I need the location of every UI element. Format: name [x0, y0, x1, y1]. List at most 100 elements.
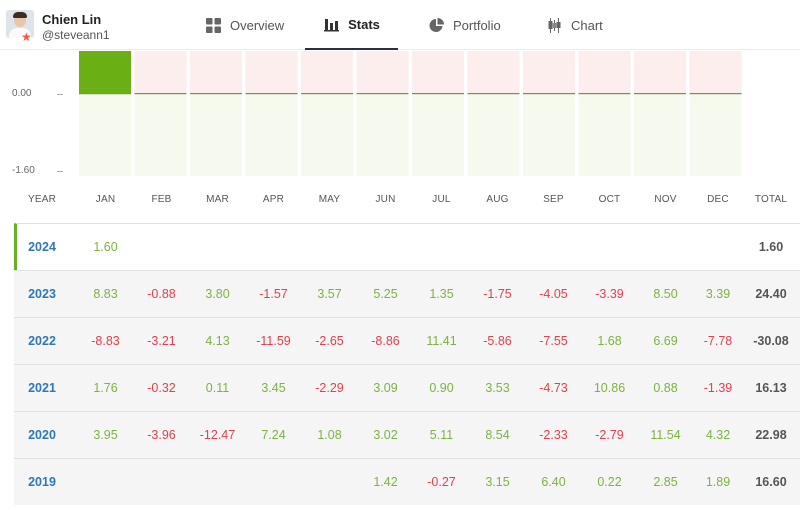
column-header-jan: JAN: [95, 194, 116, 205]
chart-baseline: [523, 93, 575, 95]
year-link[interactable]: 2019: [28, 475, 56, 489]
month-return-cell: 0.88: [653, 381, 678, 395]
year-total-cell: 1.60: [758, 240, 784, 254]
tab-overview[interactable]: Overview: [195, 0, 290, 50]
month-return-cell: 11.41: [426, 334, 457, 348]
column-header-apr: APR: [262, 194, 285, 205]
column-header-total: TOTAL: [754, 194, 788, 205]
month-return-cell: 8.54: [485, 428, 510, 442]
tab-label: Chart: [571, 17, 603, 33]
month-return-cell: -3.21: [147, 334, 176, 348]
user-name[interactable]: Chien Lin: [42, 12, 102, 27]
chart-baseline: [412, 93, 464, 95]
month-return-cell: -2.79: [595, 428, 624, 442]
year-total-cell: -30.08: [753, 334, 789, 348]
year-link[interactable]: 2022: [28, 334, 56, 348]
y-tick-label: 0.00: [12, 88, 32, 99]
table-header: YEAR JAN FEB MAR APR MAY JUN JUL AUG SEP OCT NOV DEC…: [14, 188, 800, 212]
month-return-cell: 3.39: [705, 287, 731, 301]
bar-background-lower: [467, 93, 520, 176]
chart-baseline: [578, 93, 631, 95]
monthly-returns-chart: 0.00 -1.60: [0, 51, 800, 181]
month-return-cell: [526, 224, 581, 271]
month-return-cell: 3.57: [317, 287, 342, 301]
month-return-cell: 0.22: [597, 475, 622, 489]
year-link[interactable]: 2021: [28, 381, 56, 395]
month-return-cell: [694, 224, 742, 271]
bar-background-lower: [134, 93, 187, 176]
avatar[interactable]: [6, 10, 34, 38]
month-return-cell: 0.90: [429, 381, 454, 395]
month-return-cell: -0.88: [147, 287, 176, 301]
column-header-mar: MAR: [206, 194, 229, 205]
tab-label: Overview: [230, 17, 285, 33]
year-link[interactable]: 2020: [28, 428, 56, 442]
month-return-cell: 8.83: [93, 287, 118, 301]
month-return-cell: [246, 459, 301, 506]
month-return-cell: 3.95: [93, 428, 118, 442]
month-return-cell: 3.53: [485, 381, 510, 395]
month-return-cell: 5.25: [373, 287, 398, 301]
column-header-may: MAY: [318, 194, 341, 205]
y-tick-mark: [57, 94, 63, 95]
y-tick-mark: [57, 171, 63, 172]
bar-background-upper: [523, 51, 575, 93]
tab-label: Stats: [348, 16, 380, 32]
month-return-cell: 3.09: [373, 381, 398, 395]
tab-portfolio[interactable]: Portfolio: [420, 0, 515, 50]
bar-background-lower: [578, 93, 631, 176]
month-return-cell: [414, 224, 469, 271]
column-header-feb: FEB: [151, 194, 172, 205]
tab-chart[interactable]: Chart: [540, 0, 620, 50]
column-header-year: YEAR: [27, 194, 57, 205]
table-row[interactable]: 2023 8.83 -0.88 3.80 -1.57 3.57 5.25 1.35 -1.75 -…: [14, 270, 800, 317]
month-return-cell: -8.83: [91, 334, 120, 348]
month-return-cell: -11.59: [256, 334, 291, 348]
bar-background-upper: [412, 51, 464, 93]
chart-bar-jan: [79, 51, 131, 93]
year-total-cell: 22.98: [755, 428, 787, 442]
month-return-cell: 3.45: [261, 381, 286, 395]
month-return-cell: [582, 224, 637, 271]
table-row[interactable]: 2021 1.76 -0.32 0.11 3.45 -2.29 3.09 0.90 3.53 -4…: [14, 364, 800, 411]
month-return-cell: -0.32: [147, 381, 176, 395]
month-return-cell: 5.11: [429, 428, 454, 442]
month-return-cell: 6.40: [541, 475, 566, 489]
month-return-cell: 1.42: [373, 475, 398, 489]
bar-background-upper: [356, 51, 409, 93]
month-return-cell: -1.75: [483, 287, 512, 301]
column-header-nov: NOV: [654, 194, 677, 205]
bar-background-lower: [301, 93, 353, 176]
table-row[interactable]: 2019 1.42 -0.27 3.15 6.40 0.22 2.85 1.89 16.60: [14, 458, 800, 505]
bar-background-upper: [190, 51, 242, 93]
table-row[interactable]: 2020 3.95 -3.96 -12.47 7.24 1.08 3.02 5.11 8.54 -…: [14, 411, 800, 458]
month-return-cell: 1.08: [317, 428, 342, 442]
month-return-cell: -3.39: [595, 287, 624, 301]
month-return-cell: -3.96: [147, 428, 176, 442]
chart-baseline: [356, 93, 409, 95]
month-return-cell: 4.13: [205, 334, 230, 348]
month-return-cell: 8.50: [653, 287, 678, 301]
bar-chart-icon: [323, 16, 339, 32]
chart-baseline: [301, 93, 353, 95]
star-badge-icon: ★: [21, 30, 32, 44]
bar-background-upper: [578, 51, 631, 93]
table-row[interactable]: 2024 1.60 1.60: [14, 223, 800, 270]
year-link[interactable]: 2024: [28, 240, 56, 254]
month-return-cell: 11.54: [650, 428, 681, 442]
year-total-cell: 24.40: [755, 287, 787, 301]
bar-background-lower: [79, 93, 131, 176]
grid-icon: [205, 17, 221, 33]
month-return-cell: 1.60: [93, 240, 118, 254]
month-return-cell: [470, 224, 525, 271]
table-row[interactable]: 2022 -8.83 -3.21 4.13 -11.59 -2.65 -8.86 11.41 -…: [14, 317, 800, 364]
column-header-aug: AUG: [486, 194, 509, 205]
tab-stats[interactable]: Stats: [305, 0, 398, 50]
bar-background-upper: [689, 51, 742, 93]
profile-header: ★ Chien Lin @steveann1 Overview Stats Po…: [0, 0, 800, 50]
month-return-cell: 1.76: [93, 381, 118, 395]
year-link[interactable]: 2023: [28, 287, 56, 301]
month-return-cell: 4.32: [705, 428, 731, 442]
month-return-cell: 3.02: [373, 428, 398, 442]
month-return-cell: [246, 224, 301, 271]
